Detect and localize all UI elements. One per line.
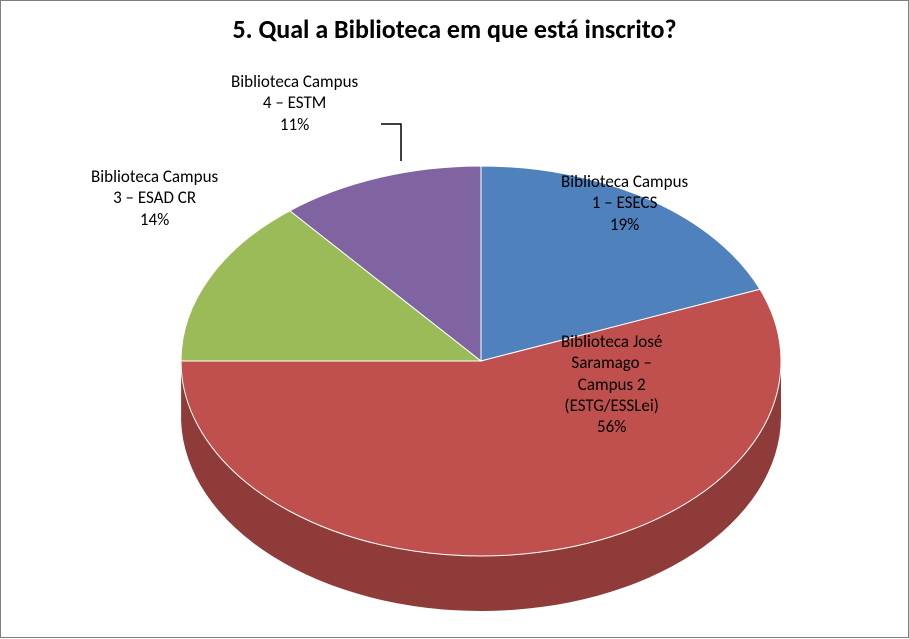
data-label: Biblioteca Campus 1 – ESECS 19%	[561, 171, 688, 235]
chart-frame: 5. Qual a Biblioteca em que está inscrit…	[0, 0, 909, 638]
pie-chart	[1, 1, 909, 639]
leader-line	[381, 124, 401, 161]
data-label: Biblioteca Campus 4 – ESTM 11%	[231, 71, 358, 135]
data-label: Biblioteca Campus 3 – ESAD CR 14%	[91, 166, 218, 230]
data-label: Biblioteca José Saramago – Campus 2 (EST…	[561, 331, 662, 437]
